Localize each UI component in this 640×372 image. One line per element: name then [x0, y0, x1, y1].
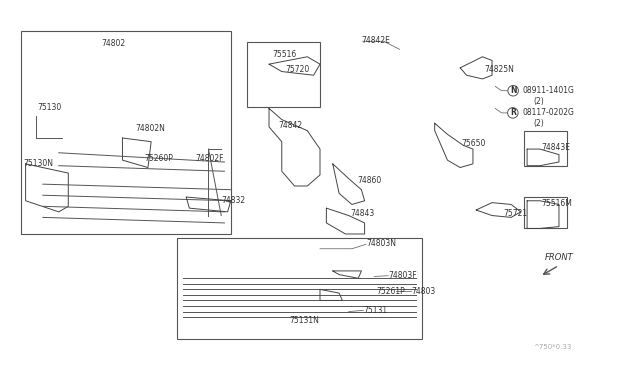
Text: 74803N: 74803N — [366, 239, 396, 248]
Text: 74842: 74842 — [278, 121, 303, 129]
Text: 75131: 75131 — [364, 306, 387, 315]
Bar — [177, 238, 422, 339]
Text: 75720: 75720 — [285, 65, 309, 74]
Bar — [524, 197, 567, 228]
Text: 75130N: 75130N — [24, 159, 54, 169]
Text: 08117-0202G: 08117-0202G — [523, 108, 575, 118]
Text: 74803: 74803 — [411, 287, 435, 296]
Text: 74802F: 74802F — [196, 154, 224, 163]
Text: 74860: 74860 — [357, 176, 381, 185]
Bar — [246, 42, 320, 107]
Text: 75131N: 75131N — [289, 316, 319, 325]
Text: R: R — [510, 108, 516, 118]
Text: N: N — [510, 86, 516, 95]
Text: ^750*0.33: ^750*0.33 — [533, 344, 572, 350]
Text: 74832: 74832 — [221, 196, 245, 205]
Text: 74843E: 74843E — [541, 143, 570, 152]
Bar — [20, 31, 231, 234]
Text: (2): (2) — [534, 119, 544, 128]
Text: 75261P: 75261P — [376, 287, 405, 296]
Text: 74802N: 74802N — [135, 124, 165, 133]
Text: 74803F: 74803F — [388, 271, 417, 280]
Text: FRONT: FRONT — [545, 253, 573, 262]
Text: 75516: 75516 — [272, 51, 296, 60]
Text: 08911-1401G: 08911-1401G — [523, 86, 575, 95]
Bar — [524, 131, 567, 166]
Text: 74843: 74843 — [351, 209, 375, 218]
Text: 75650: 75650 — [461, 139, 486, 148]
Text: 75516M: 75516M — [541, 199, 572, 208]
Text: 74842E: 74842E — [362, 36, 390, 45]
Text: 75260P: 75260P — [145, 154, 173, 163]
Text: 74825N: 74825N — [484, 65, 515, 74]
Text: 74802: 74802 — [101, 39, 125, 48]
Text: 75721: 75721 — [503, 209, 527, 218]
Text: (2): (2) — [534, 97, 544, 106]
Text: 75130: 75130 — [38, 103, 62, 112]
